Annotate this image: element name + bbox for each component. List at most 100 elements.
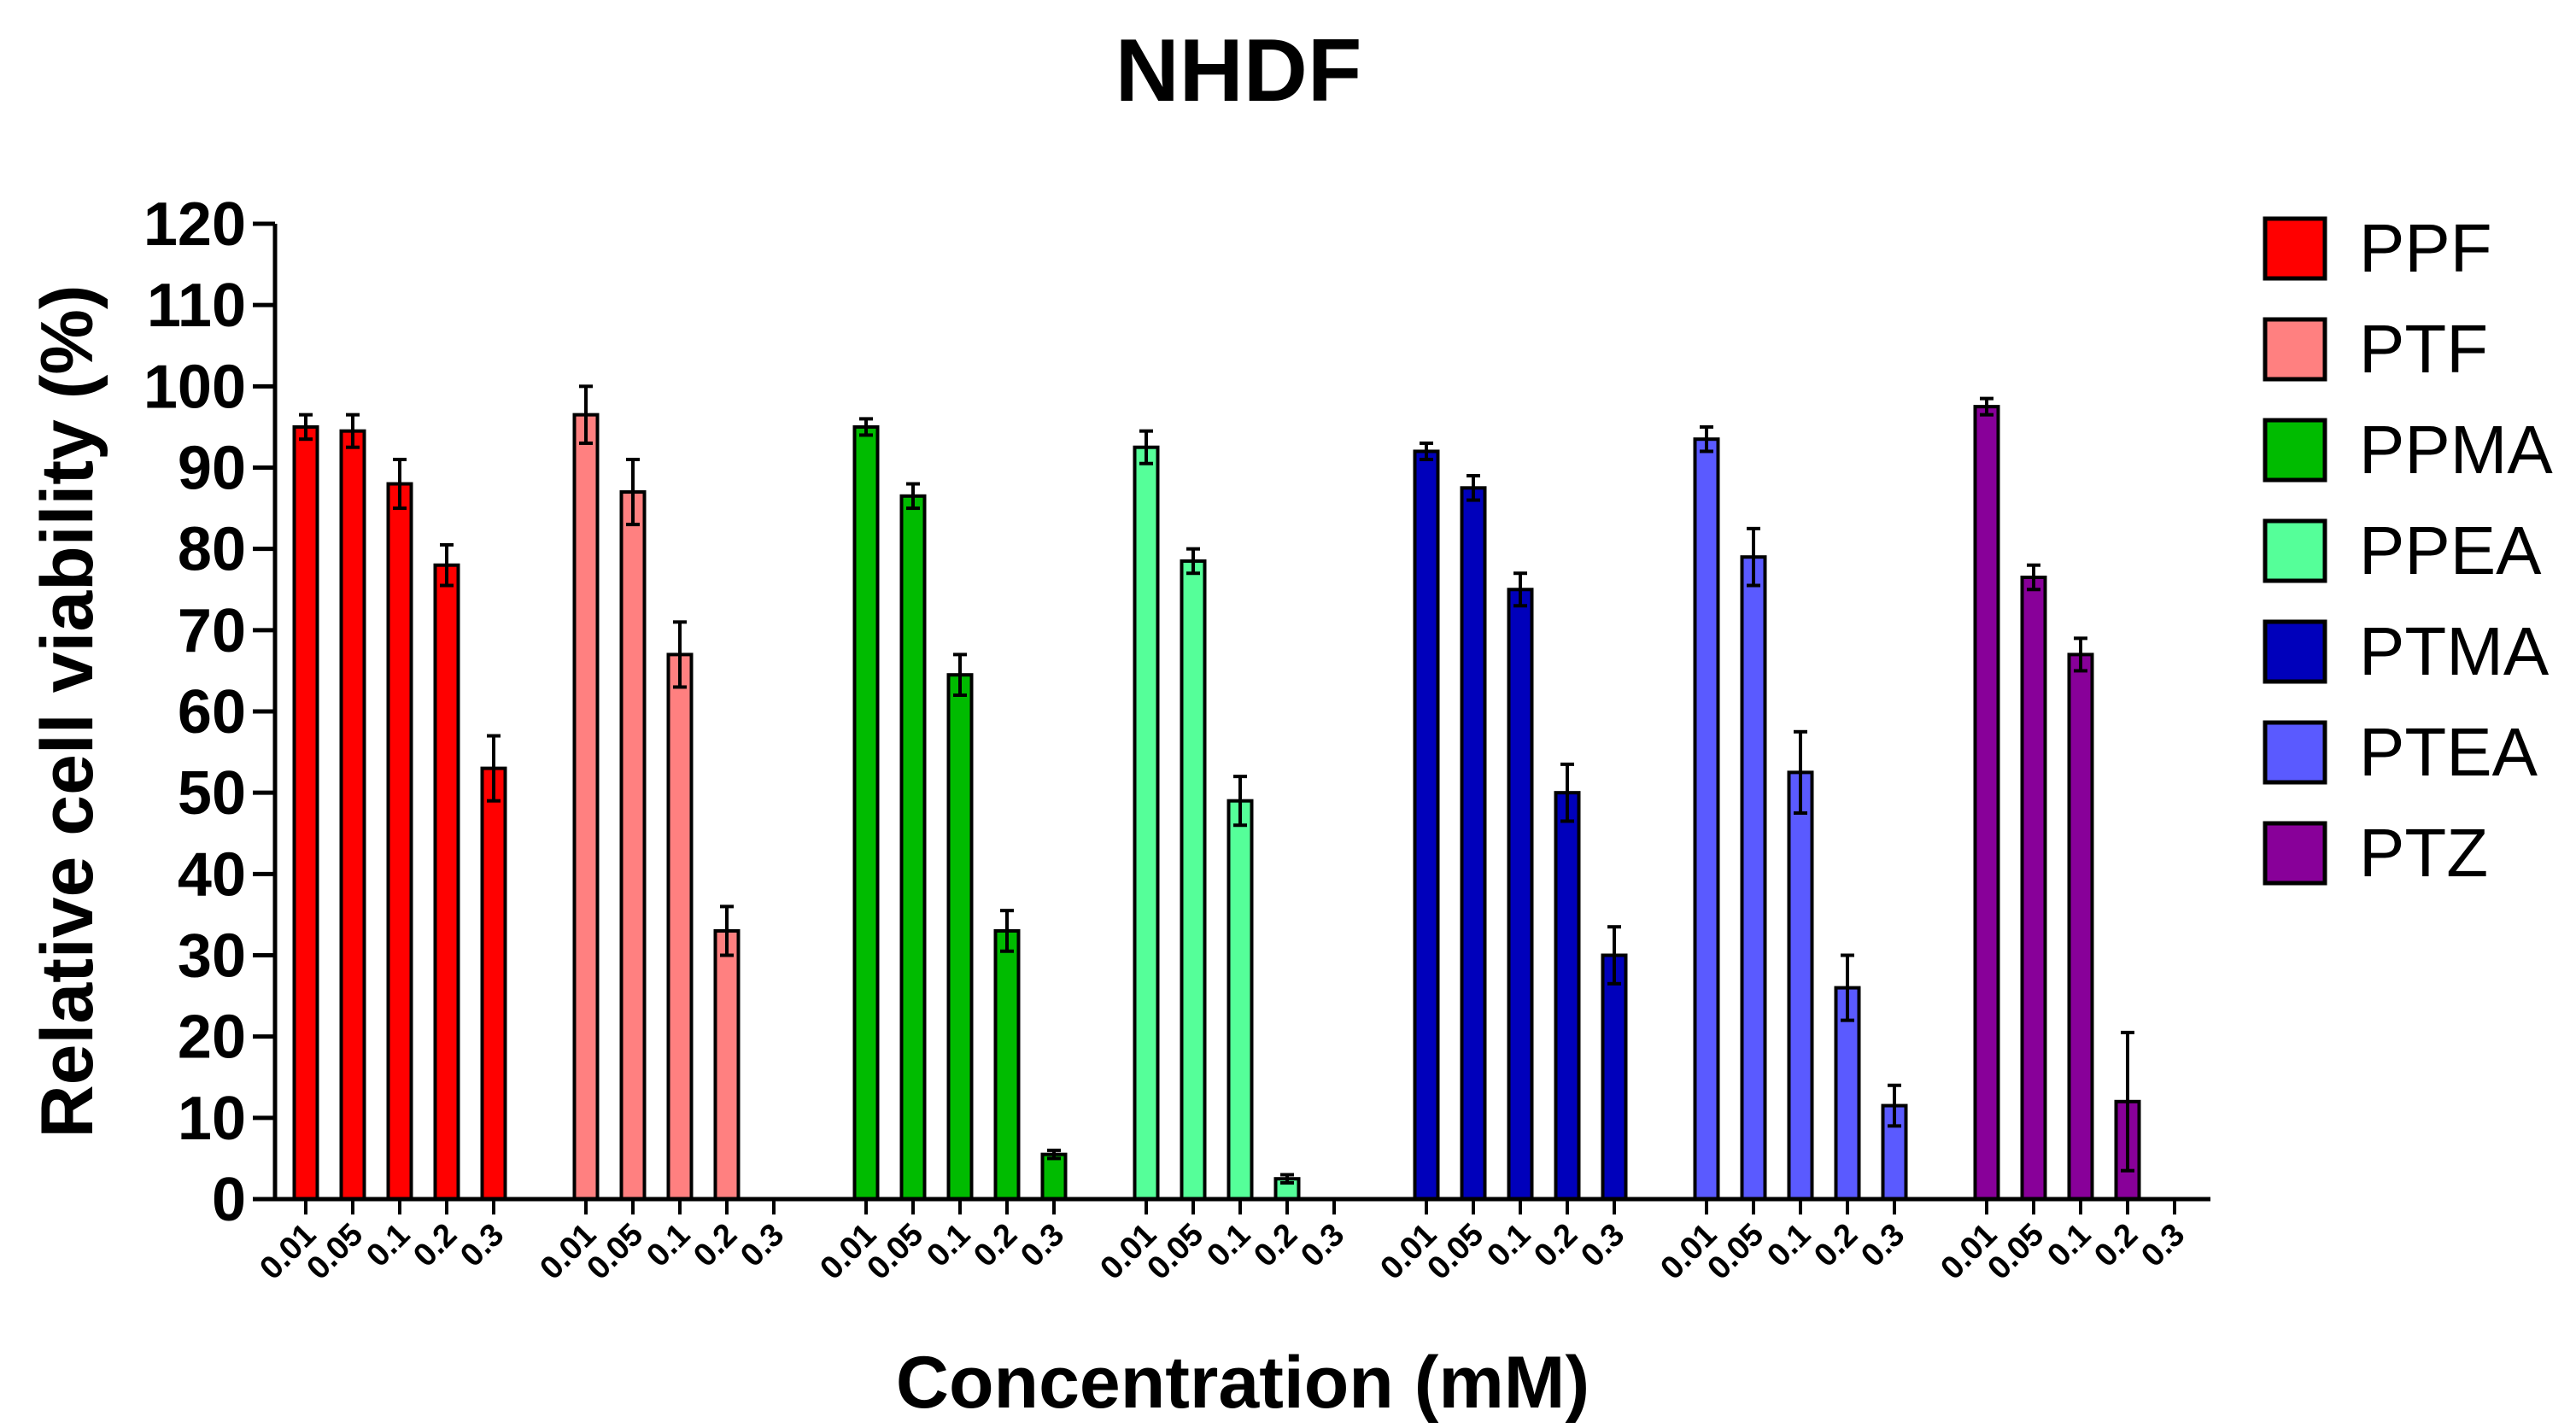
x-tick-label: 0.1 (2040, 1217, 2098, 1274)
bar-ptz (1973, 405, 2000, 1201)
y-tick-label: 10 (178, 1085, 246, 1153)
legend-swatch (2263, 821, 2327, 886)
x-tick-label: 0.05 (300, 1217, 370, 1287)
legend: PPF PTF PPMA PPEA PTMA PTEA PTZ (2263, 210, 2553, 891)
bar-ptma (1507, 588, 1534, 1201)
chart-title: NHDF (1115, 21, 1362, 120)
bar-ptz (2067, 653, 2094, 1201)
x-tick-label: 0.2 (687, 1217, 744, 1274)
error-bar (1841, 953, 1854, 1022)
x-tick-label: 0.3 (1014, 1217, 1071, 1274)
x-tick-label: 0.2 (1807, 1217, 1865, 1274)
bar-ppf (480, 766, 507, 1201)
y-tick-label: 60 (178, 678, 246, 746)
x-tick-label: 0.2 (1527, 1217, 1584, 1274)
bar-ptea (1834, 986, 1861, 1201)
error-bar (1700, 424, 1713, 454)
error-bar (673, 620, 687, 689)
bar-ppf (433, 563, 460, 1201)
legend-swatch (2263, 720, 2327, 785)
error-bar (1047, 1148, 1061, 1161)
bar-ptf (713, 928, 741, 1201)
error-bar (1467, 474, 1480, 502)
error-bars (299, 384, 2134, 1185)
y-tick-label: 40 (178, 840, 246, 909)
legend-swatch (2263, 518, 2327, 583)
legend-item-ptz: PTZ (2263, 815, 2488, 891)
x-tick-label: 0.2 (407, 1217, 464, 1274)
error-bar (626, 457, 640, 527)
x-tick-label: 0.05 (1701, 1217, 1771, 1287)
legend-item-ppma: PPMA (2263, 412, 2553, 488)
bar-ptea (1787, 770, 1814, 1201)
x-tick-label: 0.05 (860, 1217, 930, 1287)
x-tick-label: 0.3 (454, 1217, 511, 1274)
error-bar (487, 734, 501, 803)
legend-swatch (2263, 317, 2327, 382)
legend-swatch (2263, 418, 2327, 483)
y-tick-label: 0 (212, 1166, 246, 1234)
legend-swatch (2263, 619, 2327, 684)
x-tick-label: 0.1 (1760, 1217, 1818, 1274)
x-tick-label: 0.05 (580, 1217, 650, 1287)
x-tick-label: 0.05 (1420, 1217, 1490, 1287)
x-tick-label: 0.1 (1480, 1217, 1537, 1274)
bar-ptf (666, 653, 694, 1201)
x-tick-label: 0.2 (2087, 1217, 2145, 1274)
x-tick-label: 0.2 (967, 1217, 1024, 1274)
legend-item-ppea: PPEA (2263, 512, 2542, 588)
bar-ptf (572, 413, 600, 1201)
x-tick-label: 0.1 (1200, 1217, 1257, 1274)
legend-label: PTZ (2359, 815, 2488, 891)
bars (292, 405, 2141, 1202)
error-bar (2027, 563, 2040, 592)
error-bar (579, 384, 593, 445)
y-tick-label: 20 (178, 1004, 246, 1072)
y-tick-label: 30 (178, 922, 246, 991)
legend-item-ptma: PTMA (2263, 613, 2550, 689)
bar-ptma (1554, 791, 1581, 1202)
error-bar (2074, 636, 2087, 673)
bar-ppma (852, 424, 880, 1201)
x-tick-label: 0.05 (1140, 1217, 1210, 1287)
bar-ppma (993, 928, 1021, 1201)
y-tick-label: 90 (178, 435, 246, 503)
x-axis-ticks: 0.010.050.10.20.3 0.010.050.10.20.3 0.010.… (253, 1199, 2192, 1287)
bar-ppea (1180, 559, 1207, 1201)
bar-ppf (292, 424, 319, 1201)
x-tick-label: 0.1 (920, 1217, 977, 1274)
error-bar (1607, 925, 1621, 986)
error-bar (1280, 1173, 1294, 1185)
error-bar (1560, 762, 1574, 823)
y-tick-label: 100 (143, 353, 246, 421)
error-bar (720, 904, 734, 957)
y-axis-ticks: 0 10 20 30 40 50 60 70 80 90 100 110 120 (143, 190, 275, 1234)
bar-ppf (339, 429, 366, 1201)
error-bar (1980, 396, 1993, 417)
error-bar (1513, 571, 1527, 608)
error-bar (1420, 441, 1433, 461)
error-bar (440, 542, 454, 588)
x-tick-label: 0.05 (1981, 1217, 2051, 1287)
x-axis-label: Concentration (mM) (896, 1342, 1590, 1424)
bar-ppea (1227, 799, 1254, 1202)
bar-ppma (946, 673, 974, 1201)
bar-ptma (1460, 486, 1487, 1201)
error-bar (2121, 1030, 2134, 1173)
legend-label: PPF (2359, 210, 2492, 286)
error-bar (1888, 1083, 1901, 1128)
error-bar (346, 413, 360, 449)
bar-ptea (1740, 555, 1767, 1201)
error-bar (1747, 526, 1760, 588)
legend-label: PPEA (2359, 512, 2542, 588)
y-tick-label: 120 (143, 190, 246, 259)
legend-swatch (2263, 216, 2327, 281)
y-tick-label: 50 (178, 759, 246, 828)
y-axis-label: Relative cell viability (%) (26, 285, 108, 1138)
bar-ppf (386, 482, 413, 1201)
legend-label: PPMA (2359, 412, 2553, 488)
x-tick-label: 0.2 (1247, 1217, 1304, 1274)
bar-ptf (619, 490, 647, 1201)
legend-item-ptea: PTEA (2263, 714, 2538, 790)
